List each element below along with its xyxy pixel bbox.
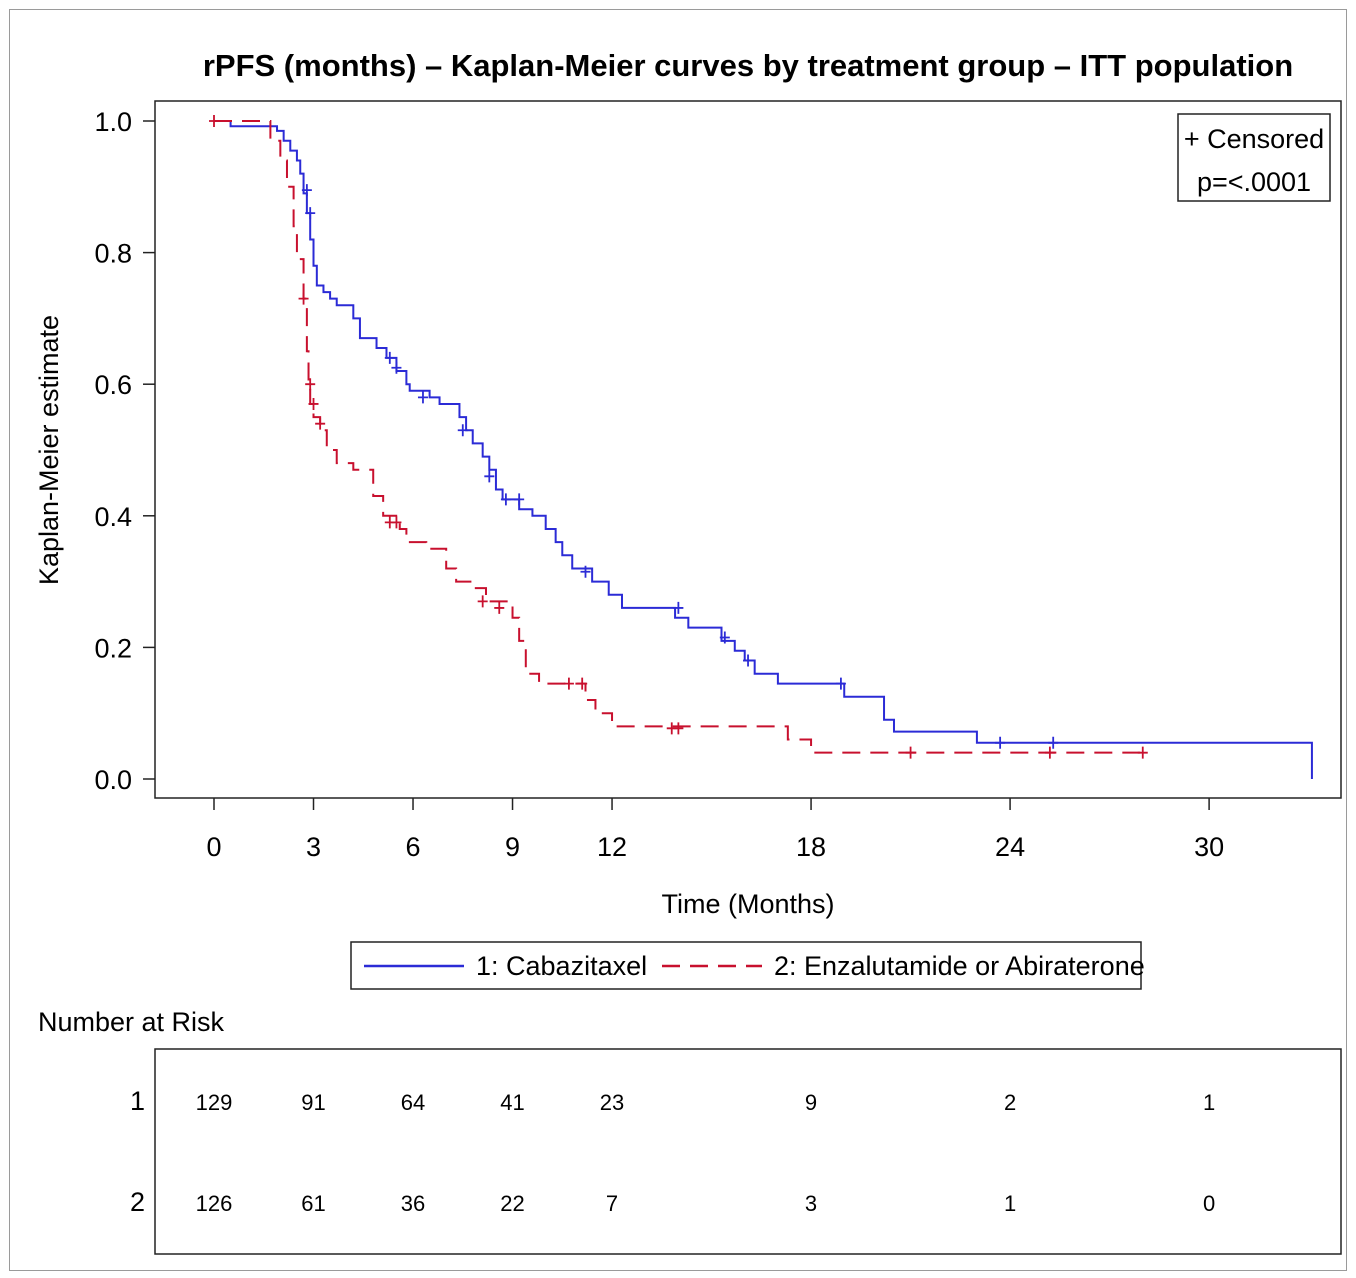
x-tick-label: 24 bbox=[995, 832, 1025, 862]
risk-table: 1 129 91 64 41 23 9 2 1 2 126 61 36 22 7 3 1 0 bbox=[130, 1086, 1215, 1217]
series-line-2 bbox=[214, 120, 1143, 754]
series-line-1 bbox=[214, 120, 1313, 779]
risk-value: 3 bbox=[805, 1191, 817, 1216]
risk-value: 7 bbox=[606, 1191, 618, 1216]
risk-value: 9 bbox=[805, 1090, 817, 1115]
risk-row-label: 2 bbox=[130, 1187, 145, 1217]
censor-marks bbox=[209, 115, 1148, 759]
censor-mark-1 bbox=[743, 654, 754, 667]
censor-mark-1 bbox=[835, 677, 846, 690]
censor-mark-2 bbox=[391, 516, 402, 529]
censor-mark-2 bbox=[298, 292, 309, 305]
censor-mark-2 bbox=[905, 746, 916, 759]
censor-mark-2 bbox=[209, 115, 219, 127]
x-axis: 0 3 6 9 12 18 24 30 bbox=[206, 798, 1224, 862]
x-tick-label: 9 bbox=[505, 832, 520, 862]
risk-value: 22 bbox=[500, 1191, 524, 1216]
y-tick-label: 1.0 bbox=[94, 107, 132, 137]
y-tick-label: 0.8 bbox=[94, 239, 132, 269]
x-tick-label: 3 bbox=[306, 832, 321, 862]
risk-value: 0 bbox=[1203, 1191, 1215, 1216]
censor-mark-1 bbox=[301, 184, 312, 197]
censor-mark-1 bbox=[1048, 736, 1059, 749]
survival-curves bbox=[214, 120, 1313, 779]
risk-value: 23 bbox=[600, 1090, 624, 1115]
risk-value: 36 bbox=[401, 1191, 425, 1216]
y-tick-label: 0.4 bbox=[94, 502, 132, 532]
risk-value: 61 bbox=[301, 1191, 325, 1216]
censor-mark-1 bbox=[514, 493, 525, 506]
risk-value: 1 bbox=[1004, 1191, 1016, 1216]
censor-mark-2 bbox=[308, 397, 319, 410]
x-tick-label: 18 bbox=[796, 832, 826, 862]
censor-mark-2 bbox=[577, 677, 588, 690]
censor-mark-1 bbox=[673, 601, 684, 614]
censor-mark-1 bbox=[305, 207, 316, 220]
y-axis-label: Kaplan-Meier estimate bbox=[34, 315, 64, 585]
figure-frame bbox=[9, 9, 1347, 1271]
risk-value: 41 bbox=[500, 1090, 524, 1115]
censor-mark-1 bbox=[719, 631, 730, 644]
x-tick-label: 30 bbox=[1194, 832, 1224, 862]
y-tick-label: 0.6 bbox=[94, 370, 132, 400]
chart-title: rPFS (months) – Kaplan-Meier curves by t… bbox=[203, 48, 1293, 83]
censor-mark-2 bbox=[494, 601, 505, 614]
censor-mark-2 bbox=[477, 595, 488, 608]
y-tick-label: 0.0 bbox=[94, 765, 132, 795]
censor-mark-1 bbox=[484, 470, 495, 483]
x-tick-label: 0 bbox=[206, 832, 221, 862]
plot-border bbox=[154, 100, 1342, 799]
risk-row-label: 1 bbox=[130, 1086, 145, 1116]
censor-mark-2 bbox=[1044, 746, 1055, 759]
risk-value: 64 bbox=[401, 1090, 425, 1115]
risk-table-border bbox=[154, 1048, 1342, 1255]
risk-value: 2 bbox=[1004, 1090, 1016, 1115]
inset-box: + Censored p=<.0001 bbox=[1177, 113, 1331, 202]
censor-mark-1 bbox=[995, 736, 1006, 749]
risk-value: 1 bbox=[1203, 1090, 1215, 1115]
p-value: p=<.0001 bbox=[1197, 167, 1311, 197]
risk-value: 126 bbox=[196, 1191, 233, 1216]
plot-area: 0.0 0.2 0.4 0.6 0.8 1.0 0 3 6 9 12 18 24 30 bbox=[94, 100, 1342, 862]
censor-mark-2 bbox=[305, 378, 316, 391]
risk-table-title: Number at Risk bbox=[38, 1007, 225, 1037]
risk-value: 129 bbox=[196, 1090, 233, 1115]
censor-mark-1 bbox=[457, 424, 468, 437]
censor-mark-1 bbox=[391, 361, 402, 374]
x-tick-label: 12 bbox=[597, 832, 627, 862]
x-axis-label: Time (Months) bbox=[661, 889, 834, 919]
x-tick-label: 6 bbox=[406, 832, 421, 862]
censor-mark-2 bbox=[673, 722, 684, 735]
y-tick-label: 0.2 bbox=[94, 633, 132, 663]
censor-mark-1 bbox=[384, 351, 395, 364]
censor-mark-1 bbox=[580, 565, 591, 578]
censor-mark-1 bbox=[500, 493, 511, 506]
risk-value: 91 bbox=[301, 1090, 325, 1115]
censored-label: + Censored bbox=[1184, 124, 1324, 154]
censor-mark-2 bbox=[1137, 746, 1148, 759]
censor-mark-2 bbox=[563, 677, 574, 690]
legend: 1: Cabazitaxel 2: Enzalutamide or Abirat… bbox=[350, 941, 1145, 990]
censor-mark-2 bbox=[315, 417, 326, 430]
censor-mark-1 bbox=[417, 391, 428, 404]
legend-label-enzalutamide: 2: Enzalutamide or Abiraterone bbox=[774, 951, 1145, 981]
y-axis: 0.0 0.2 0.4 0.6 0.8 1.0 bbox=[94, 107, 155, 795]
inset-border bbox=[1177, 113, 1331, 202]
legend-label-cabazitaxel: 1: Cabazitaxel bbox=[476, 951, 647, 981]
